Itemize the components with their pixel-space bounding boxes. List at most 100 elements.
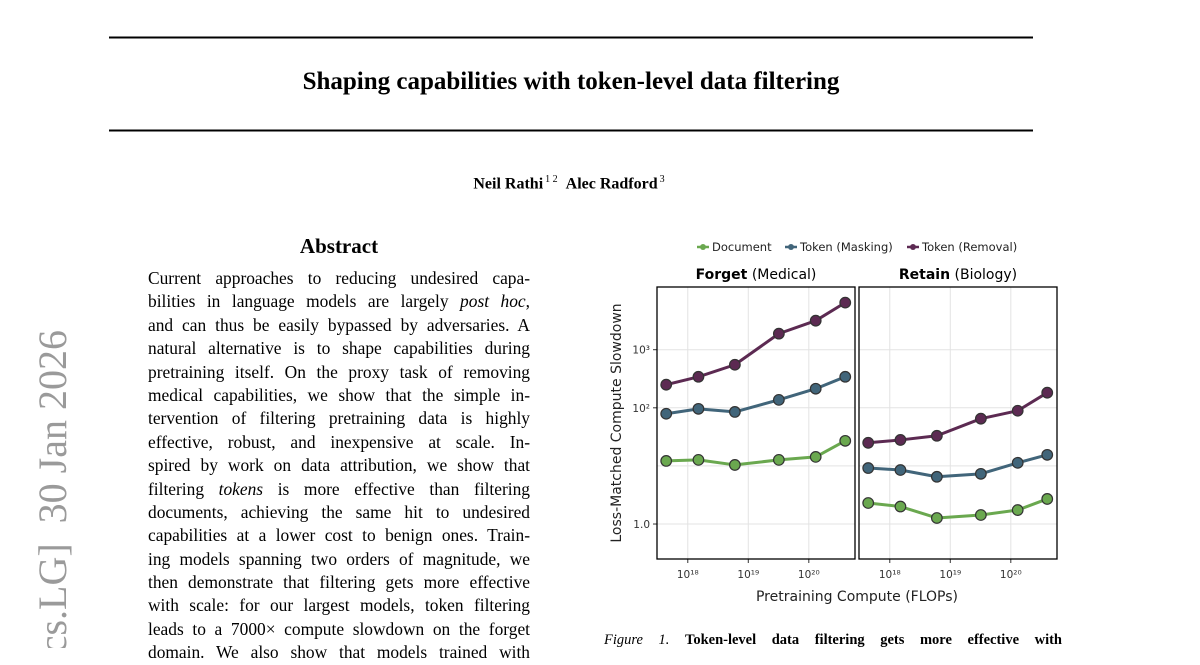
panel-title: Retain (Biology) <box>899 267 1017 283</box>
caption-label: Figure 1. <box>604 632 670 648</box>
abstract-heading: Abstract <box>299 234 379 258</box>
author-affiliation: 1 2 <box>545 174 558 185</box>
data-point <box>862 497 875 509</box>
data-point <box>930 512 943 524</box>
x-axis-label: Pretraining Compute (FLOPs) <box>756 589 958 605</box>
data-point <box>1041 386 1054 399</box>
y-tick-label: 10² <box>632 403 650 415</box>
legend-swatch-dot <box>910 244 916 250</box>
panel-frame <box>656 286 856 560</box>
data-point <box>809 450 822 463</box>
abstract-line: Current approaches to reducing undesired… <box>148 267 530 290</box>
data-point <box>930 429 943 442</box>
data-point <box>1011 404 1024 417</box>
legend-swatch-dot <box>788 244 794 250</box>
data-point <box>974 509 987 521</box>
data-point <box>660 378 673 391</box>
data-point <box>728 406 741 418</box>
abstract-line: capabilities at a lower cost to benign o… <box>148 524 530 547</box>
data-point <box>660 454 673 467</box>
caption-text: Token-level data filtering gets more eff… <box>684 632 1062 648</box>
abstract-line: tervention of filtering pretraining data… <box>148 407 530 430</box>
x-tick-label: 10²⁰ <box>798 569 820 581</box>
abstract-body: Current approaches to reducing undesired… <box>148 267 530 665</box>
data-point <box>660 407 673 420</box>
data-point <box>974 412 987 425</box>
legend-label: Token (Masking) <box>799 240 893 254</box>
abstract-text: , <box>525 291 531 312</box>
abstract-text: Current approaches to reducing undesired… <box>148 268 530 288</box>
panel-title: Forget (Medical) <box>696 267 817 283</box>
abstract-text: domain. We also show that models trained… <box>148 642 530 663</box>
page: {"header": {"title": "Shaping capabiliti… <box>30 36 1062 663</box>
abstract-line: leads to a 7000× compute slowdown on the… <box>148 618 530 641</box>
panel-frame <box>858 286 1058 560</box>
abstract-text: tervention of filtering pretraining data… <box>148 408 530 429</box>
y-tick-label: 1.0 <box>633 519 650 531</box>
panel-title-rest: (Medical) <box>752 267 817 283</box>
abstract-line: ing models spanning two orders of magnit… <box>148 548 530 571</box>
figure-caption: Figure 1. Token-level data filtering get… <box>604 632 1062 649</box>
data-point <box>772 393 785 406</box>
abstract-text: with scale: for our largest models, toke… <box>148 595 530 616</box>
data-point <box>839 370 852 383</box>
abstract-text: spired by work on data attribution, we s… <box>148 455 530 476</box>
abstract-line: filtering tokens is more effective than … <box>148 478 530 501</box>
data-point <box>772 327 785 340</box>
data-point <box>1011 504 1024 516</box>
legend-swatch-dot <box>700 244 706 250</box>
abstract-text: capabilities at a lower cost to benign o… <box>148 525 530 546</box>
data-point <box>1041 448 1054 461</box>
data-point <box>862 462 875 474</box>
y-axis-label: Loss-Matched Compute Slowdown <box>609 303 625 542</box>
data-point <box>894 500 907 513</box>
panel-title-bold: Retain <box>899 267 950 283</box>
x-tick-label: 10¹⁹ <box>939 569 961 581</box>
panel-title-bold: Forget <box>696 267 748 283</box>
authors: Neil Rathi 1 2 Alec Radford 3 <box>109 174 1033 193</box>
abstract-text: is more effective than filtering <box>263 478 530 499</box>
data-point <box>809 382 822 395</box>
abstract-text: filtering <box>148 478 219 499</box>
abstract-text: documents, achieving the same hit to und… <box>148 501 530 522</box>
data-point <box>894 434 907 446</box>
data-point <box>692 453 705 466</box>
abstract-text: effective, robust, and inexpensive at sc… <box>148 431 530 452</box>
data-point <box>1041 493 1054 505</box>
abstract-line: domain. We also show that models trained… <box>148 641 530 664</box>
abstract-line: documents, achieving the same hit to und… <box>148 501 530 524</box>
data-point <box>839 434 852 447</box>
data-point <box>692 370 705 383</box>
abstract-line: and can thus be easily bypassed by adver… <box>148 314 530 337</box>
abstract-text: bilities in language models are largely <box>148 291 461 312</box>
x-tick-label: 10²⁰ <box>1000 569 1022 581</box>
abstract-line: natural alternative is to shape capabili… <box>148 337 530 360</box>
data-point <box>809 314 822 327</box>
abstract-italic: post hoc <box>460 291 526 312</box>
data-point <box>728 459 741 471</box>
page-graphics: cs.LG] 30 Jan 2026 1.0 10² 10³ 10¹⁸ 10¹⁹ 10²⁰… <box>30 36 1058 648</box>
y-tick-label: 10³ <box>632 345 650 357</box>
x-tick-label: 10¹⁸ <box>879 569 901 581</box>
abstract-line: effective, robust, and inexpensive at sc… <box>148 431 530 454</box>
abstract-text: natural alternative is to shape capabili… <box>148 338 530 359</box>
abstract-italic: tokens <box>218 478 264 499</box>
abstract-line: pretraining itself. On the proxy task of… <box>148 361 530 384</box>
abstract-text: leads to a 7000× compute slowdown on the… <box>148 618 530 639</box>
data-point <box>839 296 852 309</box>
abstract-line: with scale: for our largest models, toke… <box>148 594 530 617</box>
abstract-line: medical capabilities, we show that the s… <box>148 384 530 407</box>
data-point <box>728 358 741 371</box>
legend-label: Document <box>712 240 772 254</box>
abstract-line: bilities in language models are largely … <box>148 290 530 313</box>
data-point <box>974 467 987 480</box>
author-name: Neil Rathi <box>473 175 544 193</box>
x-tick-label: 10¹⁸ <box>677 569 699 581</box>
series-line <box>868 391 1049 445</box>
abstract-text: and can thus be easily bypassed by adver… <box>148 314 530 335</box>
x-tick-label: 10¹⁹ <box>737 569 759 581</box>
panel-title-rest: (Biology) <box>955 267 1018 283</box>
abstract-text: ing models spanning two orders of magnit… <box>148 548 530 569</box>
data-point <box>772 453 785 466</box>
data-point <box>1011 456 1024 469</box>
